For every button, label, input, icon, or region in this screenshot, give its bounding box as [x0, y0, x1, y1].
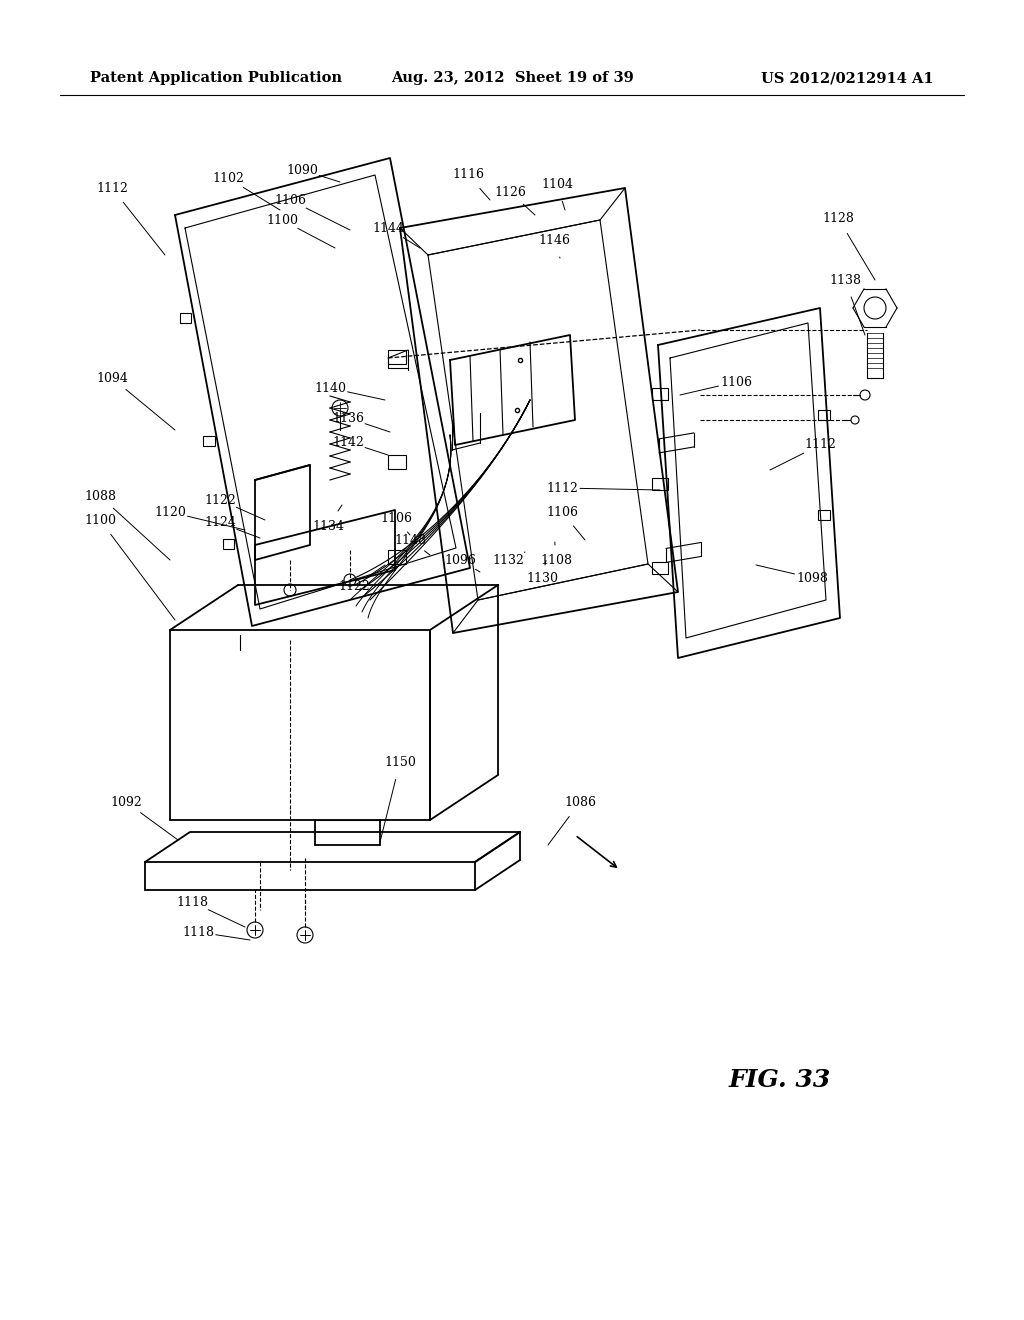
FancyBboxPatch shape [180, 313, 191, 323]
Circle shape [332, 400, 348, 416]
Text: 1106: 1106 [546, 506, 578, 519]
Text: 1088: 1088 [84, 490, 116, 503]
Text: 1112: 1112 [546, 482, 578, 495]
Text: 1098: 1098 [796, 572, 828, 585]
Text: 1140: 1140 [314, 381, 346, 395]
FancyBboxPatch shape [204, 436, 215, 446]
Text: 1134: 1134 [312, 520, 344, 532]
Text: 1126: 1126 [494, 186, 526, 198]
Text: 1118: 1118 [182, 925, 214, 939]
Text: 1106: 1106 [380, 511, 412, 524]
Text: 1086: 1086 [564, 796, 596, 808]
Circle shape [860, 389, 870, 400]
Bar [652, 478, 668, 490]
Text: 1106: 1106 [720, 375, 752, 388]
Text: 1108: 1108 [540, 553, 572, 566]
Text: 1106: 1106 [274, 194, 306, 206]
Bar [652, 388, 668, 400]
Text: 1100: 1100 [266, 214, 298, 227]
Text: 1092: 1092 [111, 796, 142, 808]
Text: 1100: 1100 [84, 513, 116, 527]
Text: 1136: 1136 [332, 412, 364, 425]
Text: 1124: 1124 [204, 516, 236, 529]
Text: 1118: 1118 [176, 895, 208, 908]
Text: 1146: 1146 [538, 234, 570, 247]
Bar [388, 350, 406, 364]
Bar [652, 562, 668, 574]
Text: Aug. 23, 2012  Sheet 19 of 39: Aug. 23, 2012 Sheet 19 of 39 [390, 71, 634, 84]
Text: 1116: 1116 [452, 169, 484, 181]
Circle shape [864, 297, 886, 319]
Text: 1112: 1112 [96, 181, 128, 194]
Text: FIG. 33: FIG. 33 [729, 1068, 831, 1092]
Circle shape [344, 574, 356, 586]
Text: 1090: 1090 [286, 164, 317, 177]
Circle shape [297, 927, 313, 942]
Text: 1122: 1122 [204, 494, 236, 507]
Bar [818, 411, 830, 420]
Text: 1120: 1120 [154, 506, 186, 519]
Text: 1130: 1130 [526, 572, 558, 585]
Text: 1096: 1096 [444, 553, 476, 566]
Text: US 2012/0212914 A1: US 2012/0212914 A1 [762, 71, 934, 84]
Text: 1122: 1122 [338, 579, 370, 593]
Text: 1104: 1104 [541, 177, 573, 190]
Text: 1138: 1138 [829, 273, 861, 286]
Text: 1150: 1150 [384, 755, 416, 768]
Text: 1148: 1148 [394, 533, 426, 546]
Circle shape [284, 583, 296, 597]
Bar [388, 455, 406, 469]
Circle shape [247, 921, 263, 939]
Text: 1094: 1094 [96, 371, 128, 384]
Text: 1112: 1112 [804, 438, 836, 451]
Text: 1102: 1102 [212, 172, 244, 185]
Bar [388, 550, 406, 564]
Text: 1144: 1144 [372, 222, 404, 235]
Text: 1128: 1128 [822, 211, 854, 224]
Bar [818, 510, 830, 520]
Text: Patent Application Publication: Patent Application Publication [90, 71, 342, 84]
Text: 1142: 1142 [332, 436, 364, 449]
Text: 1132: 1132 [493, 553, 524, 566]
FancyBboxPatch shape [222, 539, 233, 549]
Circle shape [851, 416, 859, 424]
